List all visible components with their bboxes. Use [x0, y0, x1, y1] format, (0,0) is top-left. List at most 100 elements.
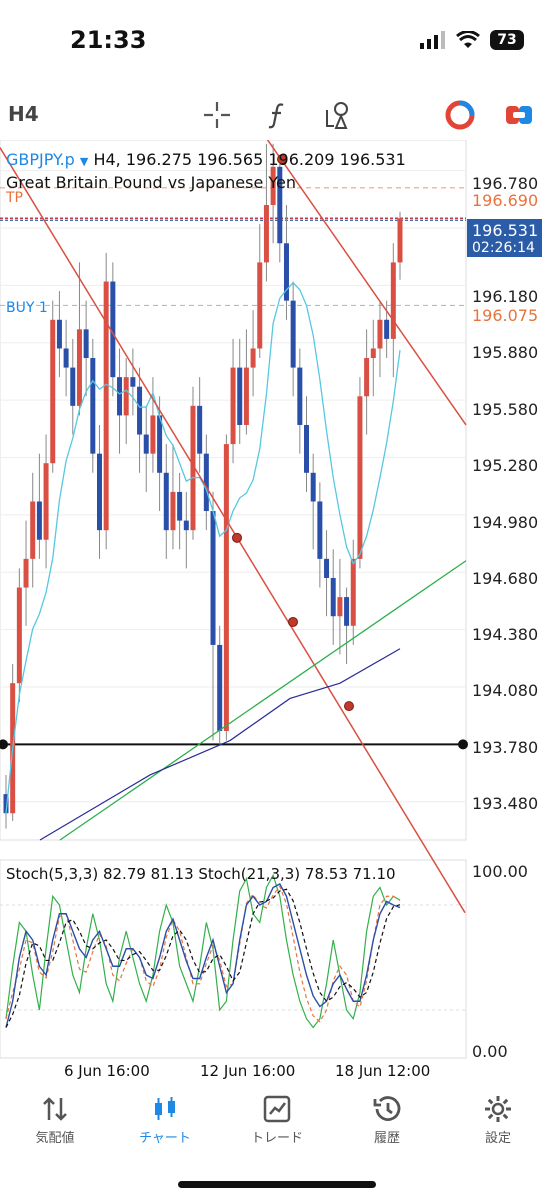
candle-body — [117, 377, 123, 416]
candle-body — [197, 405, 203, 454]
candle-body — [50, 319, 56, 464]
tab-trade[interactable]: トレード — [227, 1091, 327, 1146]
candle-body — [30, 501, 36, 559]
candle-body — [90, 358, 96, 454]
buy-price-label: 196.075 — [472, 306, 539, 325]
tab-chart-label: チャート — [139, 1130, 191, 1145]
candle-body — [290, 300, 296, 368]
chart-area[interactable]: GBPJPY.p ▼ H4, 196.275 196.565 196.209 1… — [0, 140, 554, 1080]
quotes-icon — [5, 1091, 105, 1127]
support-handle — [0, 739, 8, 750]
tab-settings[interactable]: 設定 — [448, 1091, 548, 1146]
candle-body — [157, 415, 163, 473]
indicators-icon[interactable] — [260, 98, 294, 132]
tab-quotes[interactable]: 気配値 — [5, 1091, 105, 1146]
price-panel-frame — [0, 140, 467, 841]
candle-body — [76, 329, 82, 406]
candle-body — [217, 644, 223, 731]
candle-body — [163, 472, 169, 531]
trend-anchor-point — [277, 154, 287, 165]
candle-body — [210, 511, 216, 645]
candle-body — [317, 501, 323, 559]
candle-body — [56, 319, 62, 349]
stoch-panel-frame — [0, 859, 467, 1059]
current-price: 196.531 — [472, 221, 539, 240]
home-indicator — [178, 1181, 376, 1188]
countdown: 02:26:14 — [472, 240, 535, 256]
candle-body — [384, 319, 390, 339]
symbol-label[interactable]: GBPJPY.p — [6, 150, 75, 169]
price-label: 194.980 — [472, 513, 539, 532]
candle-body — [177, 491, 183, 521]
candle-body — [350, 558, 356, 626]
candle-body — [203, 453, 209, 512]
candle-body — [23, 558, 29, 588]
tab-chart[interactable]: チャート — [115, 1091, 215, 1146]
price-label: 193.480 — [472, 794, 539, 813]
trend-anchor-point — [288, 616, 298, 627]
crosshair-icon[interactable] — [200, 98, 234, 132]
candle-body — [103, 281, 109, 531]
candle-body — [297, 367, 303, 425]
history-icon — [337, 1091, 437, 1127]
candle-body — [63, 348, 69, 368]
candle-body — [170, 491, 176, 531]
candle-body — [357, 396, 363, 559]
candle-body — [310, 472, 316, 502]
tab-history[interactable]: 履歴 — [337, 1091, 437, 1146]
candle-body — [397, 218, 403, 263]
candle-body — [330, 577, 336, 617]
candle-body — [96, 453, 102, 531]
ohlc-values: H4, 196.275 196.565 196.209 196.531 — [93, 150, 406, 169]
candle-body — [110, 281, 116, 378]
candle-body — [137, 386, 143, 435]
buy-label: BUY 1 — [6, 300, 48, 316]
tab-quotes-label: 気配値 — [35, 1130, 75, 1145]
price-chart[interactable] — [0, 140, 554, 1080]
battery-icon: 73 — [490, 30, 524, 50]
one-click-trading-icon[interactable] — [443, 98, 477, 132]
chart-header: GBPJPY.p ▼ H4, 196.275 196.565 196.209 1… — [6, 150, 406, 169]
price-label: 195.280 — [472, 456, 539, 475]
candle-body — [70, 367, 76, 406]
stoch-fast-label: Stoch(5,3,3) 82.79 81.13 — [6, 865, 194, 883]
stoch-axis-label: 100.00 — [472, 862, 528, 881]
stoch-fast-signal — [5, 885, 401, 1023]
status-icons: 73 — [420, 30, 524, 50]
candle-body — [257, 262, 263, 349]
symbol-dropdown-icon[interactable]: ▼ — [79, 155, 89, 168]
tp-label: TP — [6, 190, 23, 206]
candle-body — [364, 358, 370, 397]
candle-body — [390, 262, 396, 339]
trend-anchor-point — [232, 532, 242, 543]
signal-icon — [420, 31, 445, 49]
support-handle — [458, 739, 468, 750]
symbol-description: Great Britain Pound vs Japanese Yen — [6, 173, 297, 192]
price-label: 196.780 — [472, 174, 539, 193]
candle-body — [344, 597, 350, 626]
time-label: 6 Jun 16:00 — [64, 1062, 150, 1080]
candle-body — [250, 348, 256, 368]
tab-settings-label: 設定 — [484, 1130, 511, 1145]
candle-body — [243, 367, 249, 425]
candle-body — [304, 424, 310, 473]
time-label: 12 Jun 16:00 — [200, 1062, 296, 1080]
candle-body — [183, 520, 189, 531]
candle-body — [277, 166, 283, 244]
trend-line-lower — [0, 147, 466, 914]
candle-body — [337, 597, 343, 617]
price-label: 195.580 — [472, 400, 539, 419]
chart-toolbar: H4 — [0, 90, 554, 138]
tab-bar: 気配値 チャート トレード 履歴 設定 — [0, 1085, 554, 1165]
candle-body — [324, 558, 330, 578]
candle-body — [283, 243, 289, 301]
objects-icon[interactable] — [320, 98, 354, 132]
timeframe-button[interactable]: H4 — [8, 102, 39, 126]
candle-body — [16, 587, 22, 684]
clock: 21:33 — [70, 26, 147, 54]
trend-line-upper — [266, 140, 467, 426]
new-order-icon[interactable] — [502, 98, 536, 132]
price-label: 195.880 — [472, 343, 539, 362]
stoch-header: Stoch(5,3,3) 82.79 81.13 Stoch(21,3,3) 7… — [6, 865, 396, 883]
candle-body — [237, 367, 243, 425]
